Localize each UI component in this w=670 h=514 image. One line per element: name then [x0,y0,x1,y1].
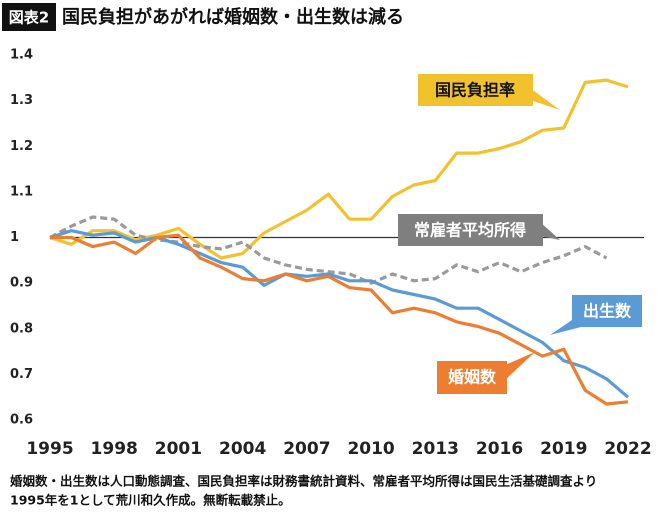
x-tick-label: 2010 [347,439,394,459]
callout-label: 国民負担率 [435,81,515,100]
note: 婚姻数・出生数は人口動態調査、国民負担率は財務書統計資料、常雇者平均所得は国民生… [9,474,597,489]
series-line [49,78,629,260]
callout-pointer [540,222,560,240]
y-tick-label: 0.8 [10,321,33,336]
y-tick-label: 1 [10,230,19,245]
figure-badge [2,3,56,31]
callouts: 国民負担率 常雇者平均所得 出生数 婚姻数 [398,74,642,394]
callout-label: 出生数 [583,302,632,321]
x-tick-label: 2022 [604,439,651,459]
x-tick-label: 2013 [412,439,459,459]
y-tick-label: 1.1 [10,184,33,199]
grid: 0.6 0.7 0.8 0.9 1 1.1 1.2 1.3 1.4 1995 1998 2001 200… [10,48,652,460]
x-tick-label: 1998 [91,439,138,459]
callout-pointer [505,352,535,380]
y-tick-label: 0.6 [10,413,33,428]
x-tick-label: 2019 [540,439,587,459]
x-tick-label: 2001 [155,439,202,459]
callout-box [437,361,507,394]
series-line [49,229,630,399]
x-tick-label: 1995 [26,439,73,459]
note: 1995年を1として荒川和久作成。無断転載禁止。 [10,493,291,508]
y-tick-label: 0.9 [10,276,33,291]
x-tick-label: 2004 [219,439,266,459]
callout-box [418,74,533,106]
chart-title: 国民負担があがれば婚姻数・出生数は減る [62,6,404,28]
callout-box [398,214,543,246]
figure-label: 図表2 [9,9,49,27]
x-tick-label: 2016 [476,439,523,459]
callout-label: 婚姻数 [448,368,497,387]
lines [49,78,630,406]
callout-label: 常雇者平均所得 [414,221,526,240]
callout-pointer [530,88,560,110]
y-tick-label: 1.2 [10,139,33,154]
y-tick-label: 0.7 [10,367,33,382]
callout-box [572,295,642,327]
y-tick-label: 1.3 [10,93,33,108]
series-line [49,215,608,285]
series-line [50,233,629,406]
x-tick-label: 2007 [283,439,330,459]
y-tick-label: 1.4 [10,48,33,63]
